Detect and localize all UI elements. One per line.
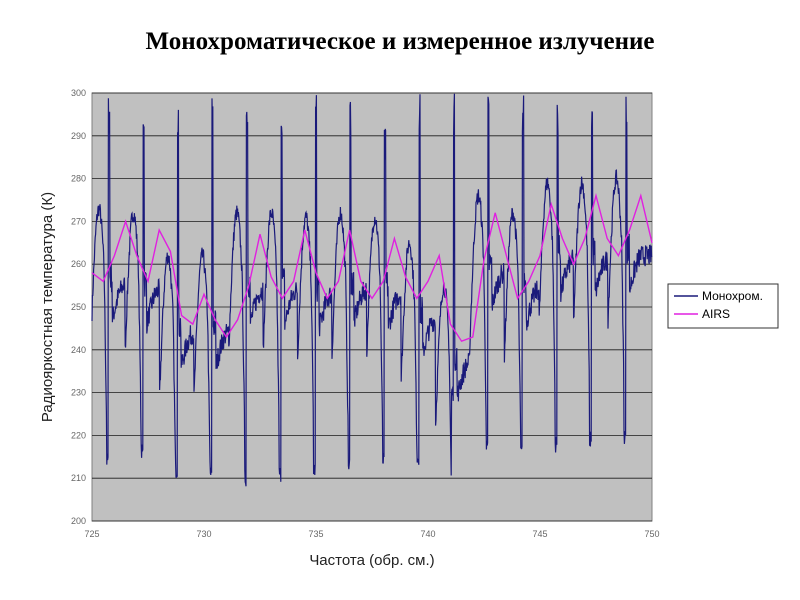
y-axis-label: Радиояркостная температура (К) xyxy=(39,192,56,422)
series-line-airs xyxy=(91,192,653,343)
chart-title: Монохроматическое и измеренное излучение xyxy=(145,28,655,55)
y-tick-label: 230 xyxy=(71,388,86,398)
y-tick-label: 240 xyxy=(71,345,86,355)
x-axis-ticks: 725 730 735 740 745 750 xyxy=(84,529,659,539)
y-tick-label: 280 xyxy=(71,174,86,184)
legend-box xyxy=(667,283,779,329)
x-tick-label: 735 xyxy=(308,529,323,539)
y-tick-label: 270 xyxy=(71,216,86,226)
legend-label-airs: AIRS xyxy=(702,307,730,321)
legend-label-mono: Монохром. xyxy=(702,289,763,303)
legend: Монохром. AIRS xyxy=(667,283,779,329)
y-axis-ticks: 200 210 220 230 240 250 260 270 280 290 300 xyxy=(71,88,86,526)
x-tick-label: 725 xyxy=(84,529,99,539)
y-tick-label: 210 xyxy=(71,473,86,483)
series-line-mono xyxy=(91,93,653,487)
y-tick-label: 290 xyxy=(71,131,86,141)
y-tick-label: 220 xyxy=(71,430,86,440)
series-group xyxy=(91,93,653,487)
x-axis-label: Частота (обр. см.) xyxy=(309,552,434,569)
y-tick-label: 250 xyxy=(71,302,86,312)
x-tick-label: 745 xyxy=(532,529,547,539)
x-tick-label: 740 xyxy=(420,529,435,539)
grid-lines xyxy=(92,92,652,522)
y-tick-label: 260 xyxy=(71,259,86,269)
x-tick-label: 750 xyxy=(644,529,659,539)
x-tick-label: 730 xyxy=(196,529,211,539)
y-tick-label: 200 xyxy=(71,516,86,526)
y-tick-label: 300 xyxy=(71,88,86,98)
